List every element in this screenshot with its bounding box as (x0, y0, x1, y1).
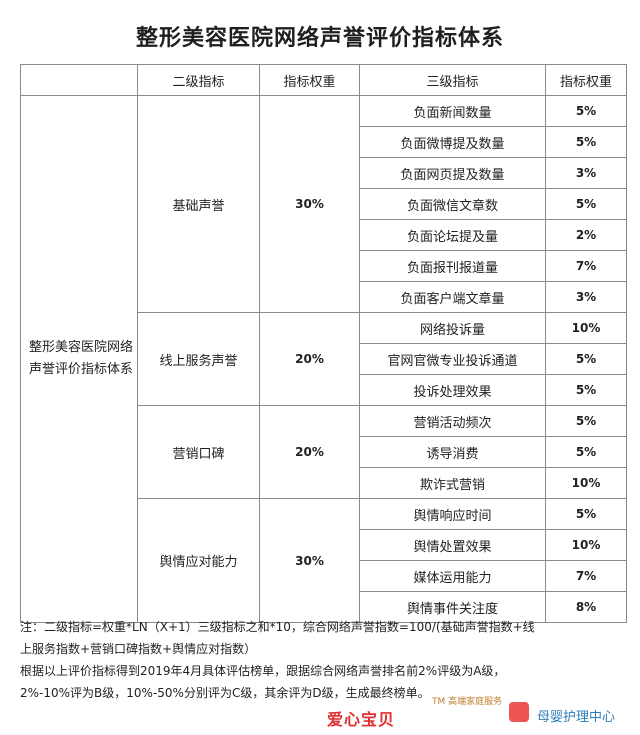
level2-name: 基础声誉 (137, 95, 260, 313)
level3-weight: 5% (545, 436, 627, 468)
footnote: 注：二级指标=权重*LN（X+1）三级指标之和*10，综合网络声誉指数=100/… (20, 616, 626, 704)
level3-name: 负面报刊报道量 (359, 250, 546, 282)
level3-weight: 10% (545, 467, 627, 499)
indicator-table: 二级指标 指标权重 三级指标 指标权重 整形美容医院网络声誉评价指标体系 基础声… (20, 64, 627, 623)
table-row: 营销口碑 20% 营销活动频次 5% (21, 405, 627, 499)
level3-weight: 3% (545, 157, 627, 189)
table-row: 负面微博提及数量 5% (21, 126, 627, 158)
level3-weight: 10% (545, 529, 627, 561)
level3-name: 负面客户端文章量 (359, 281, 546, 313)
footnote-line: 注：二级指标=权重*LN（X+1）三级指标之和*10，综合网络声誉指数=100/… (20, 620, 535, 634)
table-row: 舆情事件关注度 8% (21, 591, 627, 623)
level2-weight: 20% (259, 312, 360, 406)
level3-weight: 5% (545, 374, 627, 406)
level3-name: 舆情响应时间 (359, 498, 546, 530)
table-row: 欺诈式营销 10% (21, 467, 627, 499)
level2-weight: 30% (259, 498, 360, 623)
level3-weight: 5% (545, 498, 627, 530)
level3-name: 投诉处理效果 (359, 374, 546, 406)
level3-name: 官网官微专业投诉通道 (359, 343, 546, 375)
level3-name: 营销活动频次 (359, 405, 546, 437)
level3-weight: 3% (545, 281, 627, 313)
table-row: 负面报刊报道量 7% (21, 250, 627, 282)
level3-name: 舆情处置效果 (359, 529, 546, 561)
system-label-cell: 整形美容医院网络声誉评价指标体系 (20, 95, 138, 623)
level2-weight: 20% (259, 405, 360, 499)
level3-weight: 8% (545, 591, 627, 623)
watermark-category: 母婴护理中心 (537, 710, 616, 725)
level3-weight: 5% (545, 405, 627, 437)
level3-name: 网络投诉量 (359, 312, 546, 344)
header-blank (20, 64, 138, 96)
table-row: 整形美容医院网络声誉评价指标体系 基础声誉 30% 负面新闻数量 5% (20, 95, 627, 623)
level3-weight: 7% (545, 560, 627, 592)
header-level3-weight: 指标权重 (545, 64, 627, 96)
table-row: 负面微信文章数 5% (21, 188, 627, 220)
level3-weight: 5% (545, 188, 627, 220)
level2-name: 舆情应对能力 (137, 498, 260, 623)
level3-weight: 5% (545, 126, 627, 158)
level3-weight: 2% (545, 219, 627, 251)
level3-name: 负面网页提及数量 (359, 157, 546, 189)
footnote-line: 2%-10%评为B级，10%-50%分别评为C级，其余评为D级，生成最终榜单。 (20, 686, 430, 700)
level3-name: 媒体运用能力 (359, 560, 546, 592)
page-title: 整形美容医院网络声誉评价指标体系 (135, 26, 504, 51)
table-row: 官网官微专业投诉通道 5% (21, 343, 627, 375)
level3-name: 诱导消费 (359, 436, 546, 468)
level3-name: 舆情事件关注度 (359, 591, 546, 623)
table-row: 舆情应对能力 30% 舆情响应时间 5% (21, 498, 627, 623)
level3-name: 负面新闻数量 (359, 95, 546, 127)
table-row: 诱导消费 5% (21, 436, 627, 468)
table-row: 负面客户端文章量 3% (21, 281, 627, 313)
table-row: 舆情处置效果 10% (21, 529, 627, 561)
table-row: 负面论坛提及量 2% (21, 219, 627, 251)
header-level2: 二级指标 (137, 64, 260, 96)
table-row: 线上服务声誉 20% 网络投诉量 10% (21, 312, 627, 406)
header-level3: 三级指标 (359, 64, 546, 96)
level3-name: 负面微博提及数量 (359, 126, 546, 158)
level3-weight: 5% (545, 343, 627, 375)
level3-name: 欺诈式营销 (359, 467, 546, 499)
watermark-brand: 爱心宝贝 (327, 710, 396, 729)
level2-name: 营销口碑 (137, 405, 260, 499)
level3-weight: 10% (545, 312, 627, 344)
level3-weight: 5% (545, 95, 627, 127)
table-header-row: 二级指标 指标权重 三级指标 指标权重 (20, 64, 627, 96)
level2-weight: 30% (259, 95, 360, 313)
level3-weight: 7% (545, 250, 627, 282)
watermark-logo-icon (509, 702, 529, 722)
level3-name: 负面论坛提及量 (359, 219, 546, 251)
level2-name: 线上服务声誉 (137, 312, 260, 406)
header-level2-weight: 指标权重 (259, 64, 360, 96)
footnote-line: 根据以上评价指标得到2019年4月具体评估榜单，跟据综合网络声誉排名前2%评级为… (20, 664, 506, 678)
watermark-tagline: TM 高端家庭服务 (432, 697, 503, 707)
footnote-line: 上服务指数+营销口碑指数+舆情应对指数） (20, 642, 257, 656)
level3-name: 负面微信文章数 (359, 188, 546, 220)
